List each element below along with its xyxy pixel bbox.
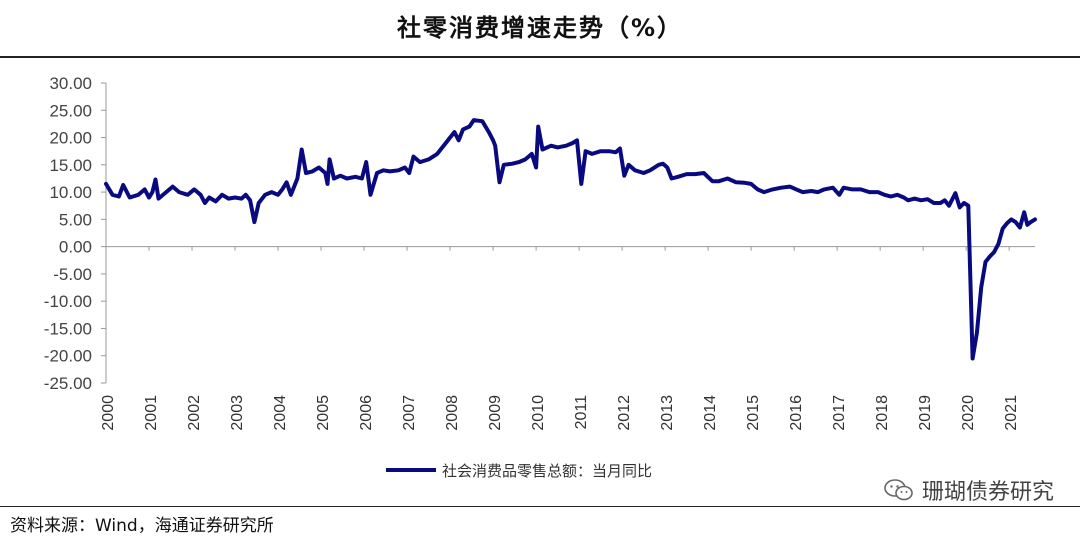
x-tick-label: 2011	[573, 395, 590, 430]
x-tick-label: 2010	[530, 395, 547, 431]
x-tick-label: 2007	[401, 395, 418, 431]
x-tick-label: 2019	[917, 395, 934, 431]
legend: 社会消费品零售总额：当月同比	[386, 462, 652, 480]
x-tick-label: 2016	[788, 395, 805, 431]
x-tick-label: 2006	[358, 395, 375, 431]
y-tick-label: 5.00	[59, 210, 92, 229]
x-tick-label: 2002	[186, 395, 203, 431]
plot-area	[104, 118, 1037, 361]
x-tick-label: 2004	[272, 395, 289, 431]
x-tick-label: 2020	[960, 395, 977, 431]
x-tick-label: 2005	[315, 395, 332, 431]
x-tick-label: 2009	[487, 395, 504, 431]
y-tick-label: -20.00	[44, 347, 92, 366]
x-tick-label: 2008	[444, 395, 461, 431]
y-tick-label: 0.00	[59, 238, 92, 257]
source-note: 资料来源：Wind，海通证券研究所	[10, 516, 274, 536]
x-tick-label: 2001	[143, 395, 160, 431]
series-line-0	[104, 118, 1037, 361]
y-tick-label: 20.00	[49, 129, 92, 148]
y-tick-label: 10.00	[49, 183, 92, 202]
legend-label: 社会消费品零售总额：当月同比	[442, 462, 652, 480]
y-tick-label: -5.00	[53, 265, 92, 284]
line-chart: 30.00 25.00 20.00 15.00 10.00 5.00 0.00 -5.00 -1…	[44, 74, 1037, 480]
y-tick-label: -10.00	[44, 292, 92, 311]
y-tick-label: -25.00	[44, 374, 92, 393]
chart-title: 社零消费增速走势（%）	[396, 14, 684, 42]
source-divider	[0, 506, 1080, 507]
x-tick-label: 2021	[1003, 395, 1020, 431]
y-tick-label: 25.00	[49, 101, 92, 120]
x-tick-label: 2018	[874, 395, 891, 431]
x-tick-label: 2014	[702, 395, 719, 431]
x-tick-label: 2012	[616, 395, 633, 431]
x-tick-label: 2017	[831, 395, 848, 431]
y-axis: 30.00 25.00 20.00 15.00 10.00 5.00 0.00 -5.00 -1…	[44, 74, 107, 393]
x-tick-label: 2015	[745, 395, 762, 431]
x-tick-label: 2000	[100, 395, 117, 431]
watermark-text: 珊瑚债券研究	[921, 480, 1054, 505]
x-tick-label: 2013	[659, 395, 676, 431]
title-divider	[0, 56, 1080, 58]
watermark: 珊瑚债券研究	[884, 474, 1054, 506]
y-tick-label: -15.00	[44, 319, 92, 338]
x-axis: 2000 2001 2002 2003 2004 2005 2006 2007 2008 2009…	[100, 246, 1035, 431]
y-tick-label: 30.00	[49, 74, 92, 93]
x-tick-label: 2003	[229, 395, 246, 431]
y-tick-label: 15.00	[49, 156, 92, 175]
wechat-icon	[884, 479, 913, 501]
